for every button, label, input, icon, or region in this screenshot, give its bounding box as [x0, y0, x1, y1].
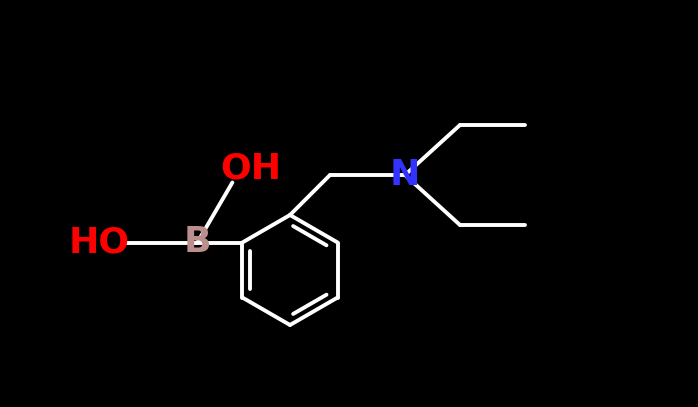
- Text: HO: HO: [69, 225, 130, 260]
- Text: N: N: [389, 158, 420, 192]
- Text: B: B: [184, 225, 211, 260]
- Text: OH: OH: [220, 151, 281, 186]
